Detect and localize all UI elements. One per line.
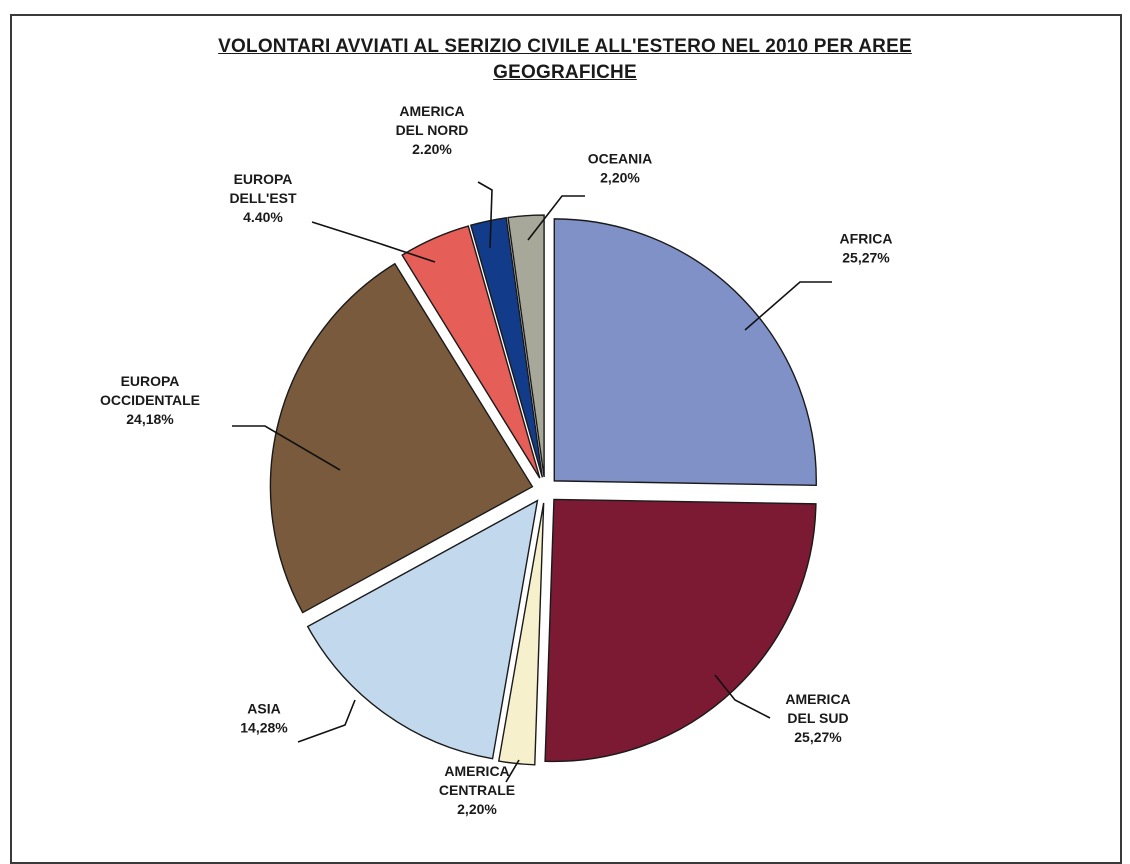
slice-label-america-del-nord: AMERICA DEL NORD 2.20% xyxy=(396,103,469,157)
slice-label-europa-occidentale: EUROPA OCCIDENTALE 24,18% xyxy=(100,373,200,427)
pie-chart: AFRICA 25,27% AMERICA DEL SUD 25,27% AMERICA C… xyxy=(100,103,893,817)
leader-line-africa xyxy=(744,281,832,331)
slice-label-america-del-sud: AMERICA DEL SUD 25,27% xyxy=(785,691,850,745)
slice-label-oceania: OCEANIA 2,20% xyxy=(588,151,653,186)
slice-name-america-del-nord: AMERICA xyxy=(399,103,464,119)
pie-slice-europa-occidentale xyxy=(269,262,534,614)
leader-line-oceania xyxy=(527,195,585,241)
slice-name-europa-dell-est: DELL'EST xyxy=(229,190,297,206)
slice-name-america-del-sud: DEL SUD xyxy=(787,710,848,726)
slice-value-america-centrale: 2,20% xyxy=(457,801,497,817)
leader-line-europa-dell-est xyxy=(311,221,436,263)
pie-slice-america-del-sud xyxy=(544,498,817,763)
pie-slice-africa xyxy=(553,218,817,487)
leader-line-america-del-nord xyxy=(477,181,493,249)
slice-name-europa-dell-est: EUROPA xyxy=(234,171,293,187)
slice-value-america-del-nord: 2.20% xyxy=(412,141,452,157)
slice-label-africa: AFRICA 25,27% xyxy=(840,231,893,266)
slice-value-europa-dell-est: 4.40% xyxy=(243,209,283,225)
pie-slice-america-del-nord xyxy=(469,216,544,478)
slice-value-africa: 25,27% xyxy=(842,250,890,266)
leader-line-europa-occidentale xyxy=(232,425,341,471)
leader-line-asia xyxy=(297,699,356,743)
leader-line-america-centrale xyxy=(505,759,520,783)
slice-label-asia: ASIA 14,28% xyxy=(240,701,288,736)
chart-title: VOLONTARI AVVIATI AL SERIZIO CIVILE ALL'… xyxy=(0,34,1130,86)
chart-title-line-2: GEOGRAFICHE xyxy=(493,62,637,83)
pie-slice-europa-dell-est xyxy=(401,225,541,479)
slice-name-oceania: OCEANIA xyxy=(588,151,653,167)
slice-name-europa-occidentale: OCCIDENTALE xyxy=(100,392,200,408)
slice-name-europa-occidentale: EUROPA xyxy=(121,373,180,389)
slice-label-america-centrale: AMERICA CENTRALE 2,20% xyxy=(439,763,515,817)
slice-value-oceania: 2,20% xyxy=(600,170,640,186)
leader-line-america-del-sud xyxy=(714,674,771,719)
slice-label-europa-dell-est: EUROPA DELL'EST 4.40% xyxy=(229,171,297,225)
slice-name-america-centrale: CENTRALE xyxy=(439,782,515,798)
slice-value-america-del-sud: 25,27% xyxy=(794,729,842,745)
slice-name-america-centrale: AMERICA xyxy=(444,763,509,779)
slice-value-europa-occidentale: 24,18% xyxy=(126,411,174,427)
chart-title-line-1: VOLONTARI AVVIATI AL SERIZIO CIVILE ALL'… xyxy=(218,36,912,57)
slice-name-america-del-sud: AMERICA xyxy=(785,691,850,707)
slice-name-asia: ASIA xyxy=(247,701,280,717)
pie-slice-asia xyxy=(306,499,539,760)
pie-slice-oceania xyxy=(507,214,545,478)
slice-value-asia: 14,28% xyxy=(240,720,288,736)
slice-name-africa: AFRICA xyxy=(840,231,893,247)
slice-name-america-del-nord: DEL NORD xyxy=(396,122,469,138)
